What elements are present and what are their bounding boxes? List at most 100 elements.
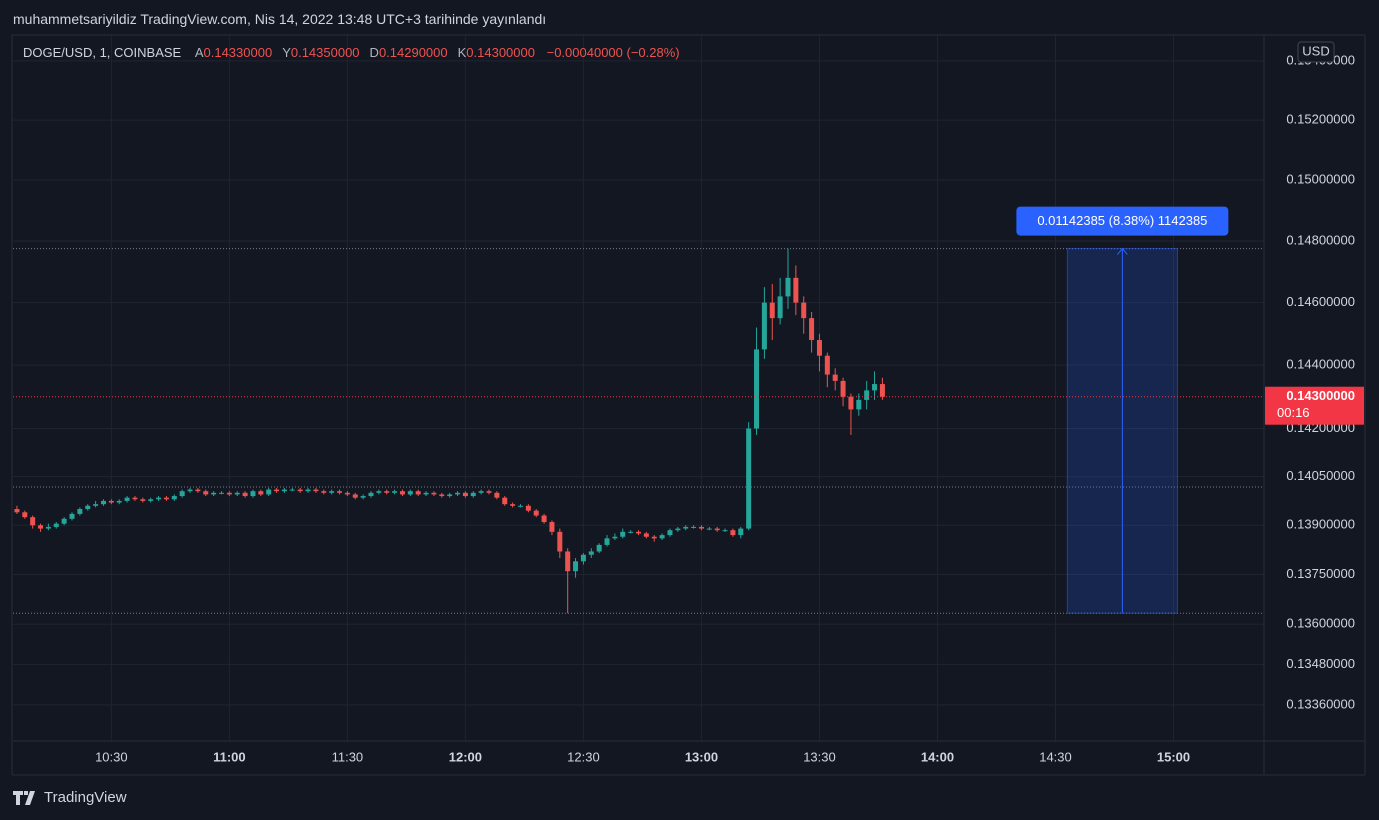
candle-body <box>368 492 374 497</box>
candle-body <box>242 492 248 497</box>
candle-body <box>588 551 594 555</box>
candle-body <box>116 500 122 503</box>
candle-body <box>360 496 366 498</box>
candle-body <box>77 509 83 514</box>
x-tick-label: 15:00 <box>1157 749 1190 764</box>
candle-body <box>93 504 99 506</box>
candle-body <box>352 494 358 498</box>
candle-body <box>643 533 649 537</box>
candle-body <box>478 491 484 493</box>
candle-body <box>486 491 492 493</box>
candle-body <box>746 428 752 529</box>
candle-body <box>321 491 327 493</box>
candle-body <box>636 531 641 534</box>
field-value: 0.14290000 <box>378 45 448 60</box>
brand[interactable]: TradingView <box>13 789 127 806</box>
candle-body <box>525 505 531 511</box>
candle-body <box>580 554 586 562</box>
candle-body <box>313 489 319 492</box>
candle-body <box>219 492 224 494</box>
candle-body <box>848 396 854 410</box>
candle-body <box>683 526 689 529</box>
y-tick-label: 0.13480000 <box>1286 656 1355 671</box>
measure-label: 0.01142385 (8.38%) 1142385 <box>1037 213 1207 228</box>
candle-body <box>691 526 697 528</box>
candle-body <box>195 489 201 492</box>
candle-body <box>250 491 256 497</box>
candle-body <box>864 390 870 400</box>
candle-body <box>439 494 445 497</box>
last-price-box <box>1265 386 1364 425</box>
candle-body <box>226 492 232 495</box>
candle-body <box>698 526 704 529</box>
candle-body <box>856 399 862 410</box>
y-tick-label: 0.13360000 <box>1286 696 1355 711</box>
candle-body <box>785 277 791 297</box>
x-tick-label: 12:30 <box>567 749 600 764</box>
candle-body <box>148 499 154 501</box>
y-tick-label: 0.14400000 <box>1286 357 1355 372</box>
candle-body <box>108 500 114 503</box>
candle-body <box>22 512 28 518</box>
field-value: 0.14330000 <box>203 45 273 60</box>
brand-logo <box>13 790 35 805</box>
y-tick-label: 0.14050000 <box>1286 468 1355 483</box>
candle-body <box>140 499 146 501</box>
candle-body <box>297 489 303 492</box>
candle-body <box>809 318 815 341</box>
last-price-label: 0.14300000 <box>1286 388 1355 403</box>
candle-body <box>738 528 744 536</box>
candle-body <box>156 497 162 500</box>
candle-body <box>415 491 421 495</box>
candle-body <box>824 355 830 375</box>
candle-body <box>100 500 106 505</box>
candle-body <box>447 494 453 497</box>
candle-body <box>769 302 775 319</box>
candle-body <box>879 384 885 397</box>
candle-body <box>344 492 350 495</box>
candle-body <box>872 384 878 391</box>
field-label: K <box>457 45 467 60</box>
candle-body <box>399 491 405 495</box>
candle-body <box>258 491 264 495</box>
candle-body <box>45 526 51 529</box>
candle-body <box>132 497 138 500</box>
candle-body <box>714 528 720 531</box>
y-tick-label: 0.13600000 <box>1286 616 1355 631</box>
y-tick-label: 0.13750000 <box>1286 566 1355 581</box>
candle-body <box>730 530 736 536</box>
candle-body <box>628 531 634 533</box>
candle-body <box>392 491 398 493</box>
measure-label-box <box>1016 206 1229 236</box>
candle-body <box>163 497 169 500</box>
brand-name: TradingView <box>44 789 127 806</box>
candle-body <box>423 492 429 495</box>
candle-body <box>329 491 335 493</box>
candle-body <box>816 340 822 356</box>
candle-body <box>510 504 516 506</box>
candle-body <box>384 491 390 493</box>
candle-body <box>234 492 240 495</box>
candle-body <box>840 380 846 397</box>
candle-body <box>187 489 193 492</box>
candle-body <box>61 518 67 524</box>
candle-body <box>179 491 185 497</box>
candle-body <box>722 530 728 532</box>
candle-body <box>659 535 665 539</box>
candle-body <box>793 277 799 303</box>
candle-body <box>612 536 618 539</box>
x-tick-label: 10:30 <box>95 749 128 764</box>
candle-body <box>53 523 59 527</box>
symbol[interactable]: DOGE/USD, 1, COINBASE <box>23 45 182 60</box>
x-tick-label: 13:00 <box>685 749 718 764</box>
x-tick-label: 14:30 <box>1039 749 1072 764</box>
field-label: A <box>194 45 204 60</box>
candle-body <box>675 528 681 531</box>
ohlc-legend: DOGE/USD, 1, COINBASE A0.14330000 Y0.1435… <box>23 45 680 60</box>
candle-body <box>470 492 476 497</box>
candle-body <box>14 509 20 513</box>
candle-body <box>502 497 508 505</box>
candle-body <box>30 517 36 526</box>
